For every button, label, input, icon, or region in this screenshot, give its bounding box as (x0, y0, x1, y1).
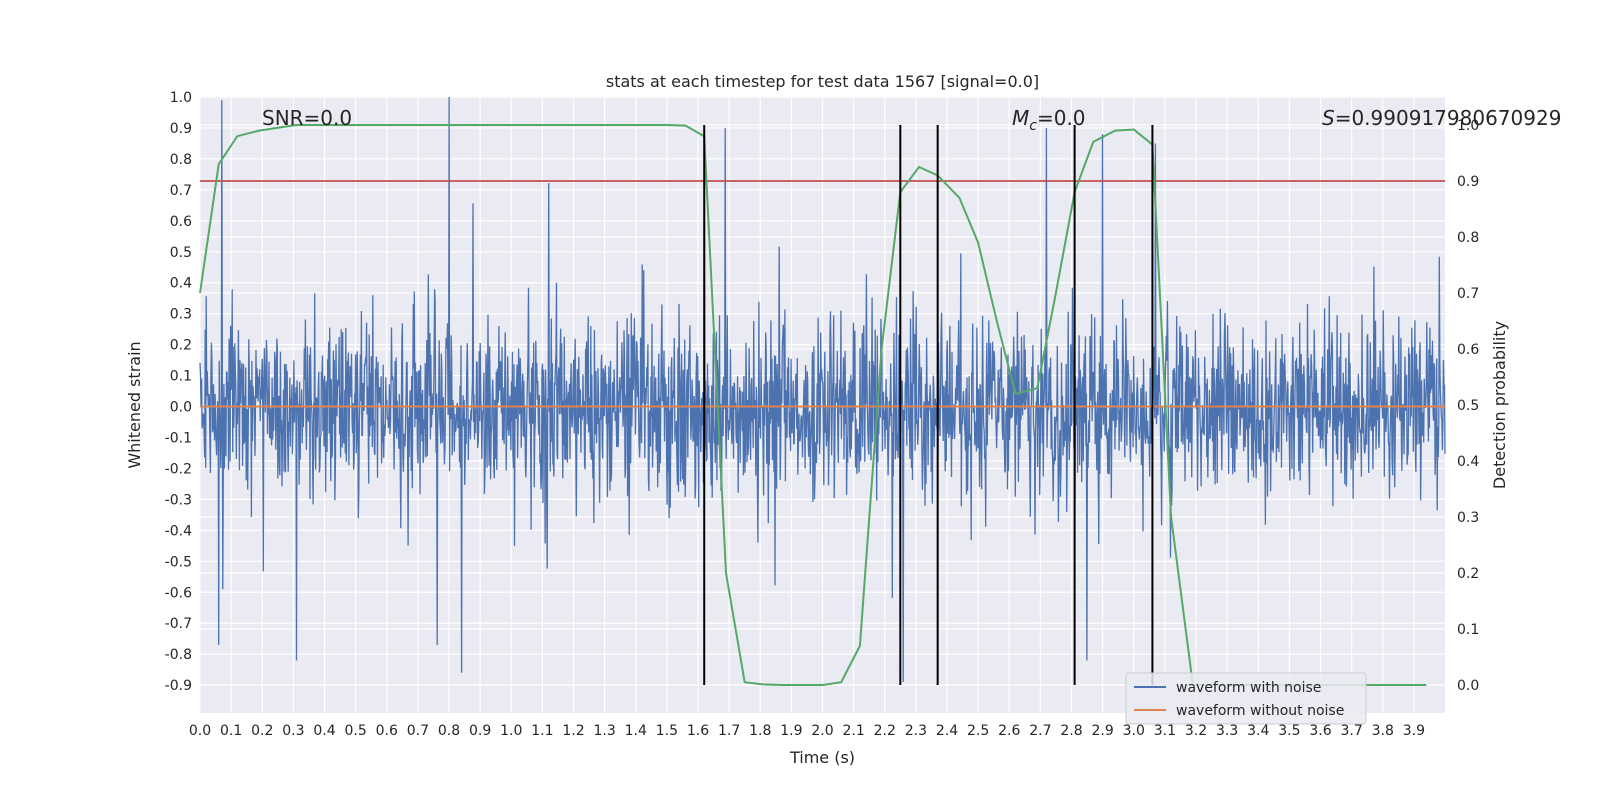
x-tick-label: 0.7 (407, 723, 429, 739)
x-tick-label: 1.2 (562, 723, 584, 739)
y-tick-label: 0.1 (170, 369, 192, 385)
legend: waveform with noise waveform without noi… (1125, 672, 1367, 725)
x-tick-label: 2.1 (842, 723, 864, 739)
x-tick-label: 0.9 (469, 723, 491, 739)
y2-tick-label: 0.0 (1457, 678, 1479, 694)
x-tick-label: 2.9 (1091, 723, 1113, 739)
x-tick-label: 2.7 (1029, 723, 1051, 739)
x-tick-label: 1.9 (780, 723, 802, 739)
noise-waveform-line (199, 96, 1446, 683)
x-tick-label: 2.2 (874, 723, 896, 739)
x-tick-label: 1.0 (500, 723, 522, 739)
legend-label-clean: waveform without noise (1176, 703, 1344, 719)
x-tick-label: 0.1 (220, 723, 242, 739)
x-tick-label: 0.4 (313, 723, 335, 739)
x-tick-label: 3.2 (1185, 723, 1207, 739)
snr-annotation: SNR=0.0 (262, 106, 352, 130)
x-tick-label: 3.1 (1154, 723, 1176, 739)
y2-tick-label: 0.1 (1457, 622, 1479, 638)
x-tick-label: 3.0 (1123, 723, 1145, 739)
s-value: =0.990917980670929 (1335, 106, 1562, 130)
y-tick-label: -0.8 (165, 647, 192, 663)
y-tick-label: 0.6 (170, 214, 192, 230)
x-tick-label: 0.5 (344, 723, 366, 739)
y-tick-label: 0.9 (170, 121, 192, 137)
x-tick-label: 3.5 (1278, 723, 1300, 739)
y2-tick-label: 0.5 (1457, 398, 1479, 414)
y-tick-label: 0.0 (170, 400, 192, 416)
s-symbol: S (1322, 106, 1335, 130)
x-tick-label: 0.6 (376, 723, 398, 739)
y-tick-label: -0.1 (165, 431, 192, 447)
y-axis-label: Whitened strain (125, 341, 144, 468)
x-tick-label: 2.0 (811, 723, 833, 739)
mc-annotation: Mc=0.0 (1012, 106, 1086, 134)
x-tick-label: 1.1 (531, 723, 553, 739)
x-tick-label: 2.8 (1060, 723, 1082, 739)
y2-tick-label: 0.6 (1457, 342, 1479, 358)
mc-subscript: c (1029, 118, 1037, 134)
x-tick-label: 0.2 (251, 723, 273, 739)
x-tick-label: 0.3 (282, 723, 304, 739)
x-tick-label: 3.6 (1309, 723, 1331, 739)
legend-label-noise: waveform with noise (1176, 680, 1321, 696)
y-axis-ticks: 1.0 0.9 0.8 0.7 0.6 0.5 0.4 0.3 0.2 0.1 0.0 -0.1 -0.… (165, 90, 192, 694)
chart-title: stats at each timestep for test data 156… (606, 72, 1039, 91)
x-tick-label: 2.5 (967, 723, 989, 739)
y2-tick-label: 0.9 (1457, 174, 1479, 190)
y2-tick-label: 1.0 (1457, 118, 1479, 134)
legend-box (1125, 672, 1367, 725)
x-axis-ticks: 0.0 0.1 0.2 0.3 0.4 0.5 0.6 0.7 0.8 0.9 1.0 1.1 1.2 1… (189, 723, 1425, 739)
y-tick-label: 0.7 (170, 183, 192, 199)
y-tick-label: -0.7 (165, 616, 192, 632)
x-tick-label: 2.3 (905, 723, 927, 739)
s-annotation: S=0.990917980670929 (1322, 106, 1561, 130)
x-tick-label: 1.8 (749, 723, 771, 739)
y2-axis-label: Detection probability (1490, 321, 1509, 489)
y-tick-label: 0.4 (170, 276, 192, 292)
y-tick-label: 0.3 (170, 307, 192, 323)
y2-tick-label: 0.8 (1457, 230, 1479, 246)
x-axis-label: Time (s) (789, 748, 855, 767)
x-tick-label: 3.9 (1403, 723, 1425, 739)
y-tick-label: -0.9 (165, 678, 192, 694)
mc-value: =0.0 (1037, 106, 1086, 130)
y2-tick-label: 0.4 (1457, 454, 1479, 470)
y-tick-label: -0.3 (165, 492, 192, 508)
x-tick-label: 1.3 (593, 723, 615, 739)
y-tick-label: 0.8 (170, 152, 192, 168)
x-tick-label: 3.4 (1247, 723, 1269, 739)
y-tick-label: 0.5 (170, 245, 192, 261)
x-tick-label: 2.4 (936, 723, 958, 739)
x-tick-label: 0.0 (189, 723, 211, 739)
x-tick-label: 1.6 (687, 723, 709, 739)
x-tick-label: 2.6 (998, 723, 1020, 739)
y-tick-label: 1.0 (170, 90, 192, 106)
x-tick-label: 3.7 (1340, 723, 1362, 739)
x-tick-label: 1.5 (656, 723, 678, 739)
y2-tick-label: 0.2 (1457, 566, 1479, 582)
y-tick-label: -0.6 (165, 585, 192, 601)
x-tick-label: 0.8 (438, 723, 460, 739)
y-tick-label: -0.4 (165, 523, 192, 539)
y-tick-label: -0.5 (165, 554, 192, 570)
x-tick-label: 1.7 (718, 723, 740, 739)
x-tick-label: 3.8 (1372, 723, 1394, 739)
x-tick-label: 1.4 (625, 723, 647, 739)
y2-tick-label: 0.7 (1457, 286, 1479, 302)
y2-tick-label: 0.3 (1457, 510, 1479, 526)
y2-axis-ticks: 1.0 0.9 0.8 0.7 0.6 0.5 0.4 0.3 0.2 0.1 0.0 (1457, 118, 1479, 694)
mc-symbol: M (1012, 106, 1029, 130)
y-tick-label: -0.2 (165, 461, 192, 477)
x-tick-label: 3.3 (1216, 723, 1238, 739)
y-tick-label: 0.2 (170, 338, 192, 354)
